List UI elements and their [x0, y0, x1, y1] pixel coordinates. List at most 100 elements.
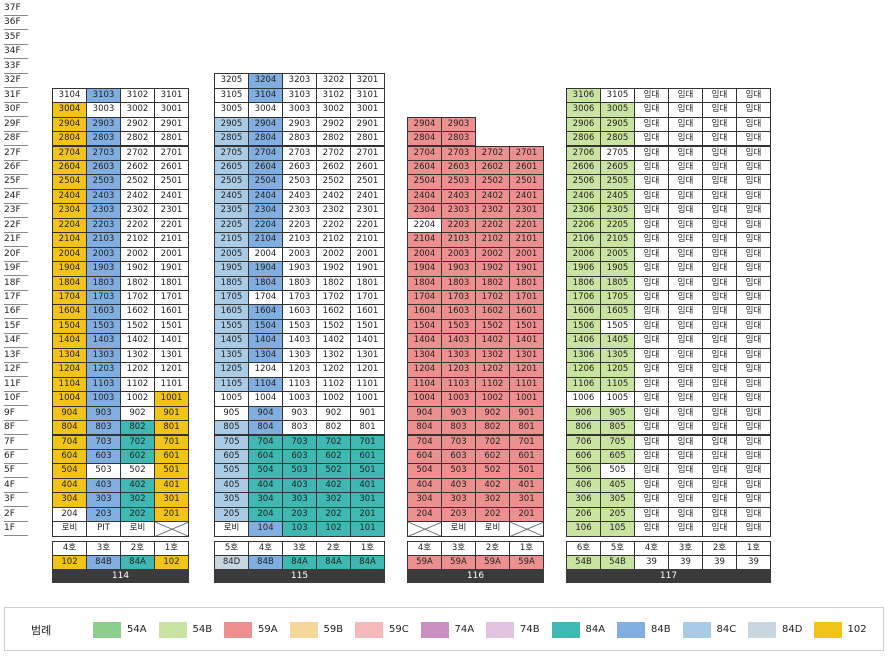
unit-cell[interactable]: 2103	[282, 232, 317, 248]
unit-cell[interactable]: 901	[154, 405, 189, 422]
unit-cell[interactable]: 205	[600, 506, 635, 523]
unit-cell[interactable]: 2703	[441, 145, 476, 161]
unit-cell[interactable]: 1501	[350, 318, 385, 335]
unit-cell[interactable]: 임대	[702, 333, 737, 349]
unit-cell[interactable]: 임대	[702, 492, 737, 508]
unit-cell[interactable]: 1303	[282, 347, 317, 364]
unit-cell[interactable]: 2401	[350, 188, 385, 205]
unit-cell[interactable]: 705	[214, 434, 249, 450]
unit-cell[interactable]: 1105	[214, 376, 249, 393]
unit-cell[interactable]: 임대	[634, 116, 669, 133]
unit-cell[interactable]: 1402	[475, 333, 510, 349]
unit-cell[interactable]: 605	[600, 448, 635, 465]
unit-cell[interactable]: 임대	[736, 275, 771, 291]
unit-cell[interactable]: 1004	[52, 391, 87, 407]
unit-cell[interactable]: 103	[282, 521, 317, 537]
unit-cell[interactable]: 2401	[154, 188, 189, 205]
unit-cell[interactable]: 임대	[736, 159, 771, 176]
unit-cell[interactable]: 2305	[214, 203, 249, 219]
unit-cell[interactable]: 702	[475, 434, 510, 450]
unit-cell[interactable]: 801	[509, 420, 544, 436]
unit-cell[interactable]: 401	[350, 477, 385, 494]
unit-cell[interactable]: 임대	[702, 420, 737, 436]
unit-cell[interactable]: 임대	[668, 347, 703, 364]
unit-cell[interactable]: 202	[316, 506, 351, 523]
unit-cell[interactable]: 임대	[668, 203, 703, 219]
unit-cell[interactable]: 임대	[668, 420, 703, 436]
unit-cell[interactable]: 1005	[600, 391, 635, 407]
unit-cell[interactable]: 2804	[407, 131, 442, 147]
unit-cell[interactable]: 304	[248, 492, 283, 508]
unit-cell[interactable]: 임대	[668, 159, 703, 176]
unit-cell[interactable]: 1103	[86, 376, 121, 393]
unit-cell[interactable]: 304	[52, 492, 87, 508]
unit-cell[interactable]: 임대	[702, 391, 737, 407]
unit-cell[interactable]: 2202	[475, 217, 510, 234]
unit-cell[interactable]: 1703	[86, 290, 121, 306]
unit-cell[interactable]: 1101	[154, 376, 189, 393]
unit-cell[interactable]: 임대	[634, 521, 669, 537]
unit-cell[interactable]: 1401	[509, 333, 544, 349]
unit-cell[interactable]: 302	[316, 492, 351, 508]
unit-cell[interactable]: 2001	[154, 246, 189, 263]
unit-cell[interactable]: 1801	[154, 275, 189, 291]
unit-cell[interactable]: 임대	[702, 203, 737, 219]
unit-cell[interactable]: 202	[120, 506, 155, 523]
unit-cell[interactable]: 203	[86, 506, 121, 523]
unit-cell[interactable]: 1505	[600, 318, 635, 335]
unit-cell[interactable]: 1001	[509, 391, 544, 407]
unit-cell[interactable]: 2101	[509, 232, 544, 248]
unit-cell[interactable]: 606	[566, 448, 601, 465]
unit-cell[interactable]: 임대	[702, 145, 737, 161]
unit-cell[interactable]: 2801	[350, 131, 385, 147]
unit-cell[interactable]: 1704	[248, 290, 283, 306]
unit-cell[interactable]: 1601	[509, 304, 544, 320]
unit-cell[interactable]: 임대	[668, 405, 703, 422]
unit-cell[interactable]: 임대	[702, 275, 737, 291]
unit-cell[interactable]: 2104	[248, 232, 283, 248]
unit-cell[interactable]: 임대	[736, 174, 771, 190]
unit-cell[interactable]: 3205	[214, 73, 249, 89]
unit-cell[interactable]: 1101	[509, 376, 544, 393]
unit-cell[interactable]: 2902	[316, 116, 351, 133]
unit-cell[interactable]: 임대	[702, 188, 737, 205]
unit-cell[interactable]: 501	[154, 463, 189, 479]
unit-cell[interactable]: 503	[282, 463, 317, 479]
unit-cell[interactable]: 3002	[316, 102, 351, 118]
unit-cell[interactable]: 1005	[214, 391, 249, 407]
unit-cell[interactable]: 403	[282, 477, 317, 494]
unit-cell[interactable]: 임대	[634, 203, 669, 219]
unit-cell[interactable]: 706	[566, 434, 601, 450]
unit-cell[interactable]: 2803	[282, 131, 317, 147]
unit-cell[interactable]: 2102	[316, 232, 351, 248]
unit-cell[interactable]: 임대	[736, 145, 771, 161]
unit-cell[interactable]: 1705	[600, 290, 635, 306]
unit-cell[interactable]: 1506	[566, 318, 601, 335]
unit-cell[interactable]: 301	[509, 492, 544, 508]
unit-cell[interactable]: 2704	[248, 145, 283, 161]
unit-cell[interactable]: 1301	[350, 347, 385, 364]
unit-cell[interactable]: 205	[214, 506, 249, 523]
unit-cell[interactable]: 1102	[316, 376, 351, 393]
unit-cell[interactable]: 1504	[248, 318, 283, 335]
unit-cell[interactable]: 2205	[214, 217, 249, 234]
unit-cell[interactable]: 1702	[316, 290, 351, 306]
unit-cell[interactable]: 임대	[634, 217, 669, 234]
unit-cell[interactable]: 1004	[407, 391, 442, 407]
unit-cell[interactable]: 2802	[316, 131, 351, 147]
unit-cell[interactable]: 임대	[634, 275, 669, 291]
unit-cell[interactable]: 501	[509, 463, 544, 479]
unit-cell[interactable]: 3105	[214, 87, 249, 104]
unit-cell[interactable]: 2706	[566, 145, 601, 161]
unit-cell[interactable]: 임대	[668, 448, 703, 465]
unit-cell[interactable]: 1202	[475, 362, 510, 378]
unit-cell[interactable]: 1202	[316, 362, 351, 378]
unit-cell[interactable]: 임대	[736, 188, 771, 205]
unit-cell[interactable]: 임대	[736, 362, 771, 378]
unit-cell[interactable]: 임대	[668, 275, 703, 291]
unit-cell[interactable]: 803	[86, 420, 121, 436]
unit-cell[interactable]: 601	[350, 448, 385, 465]
unit-cell[interactable]: 204	[407, 506, 442, 523]
unit-cell[interactable]: 306	[566, 492, 601, 508]
unit-cell[interactable]: 2603	[441, 159, 476, 176]
